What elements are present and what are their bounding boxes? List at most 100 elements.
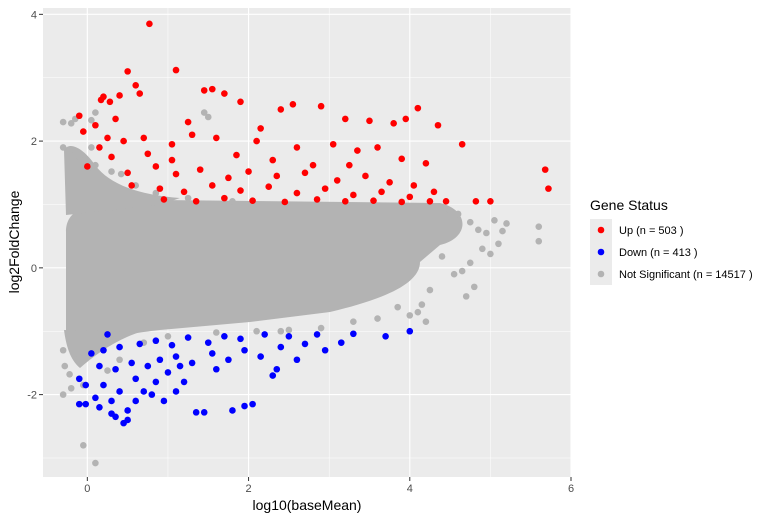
up-point — [221, 90, 228, 97]
ns-point — [59, 118, 67, 126]
up-point — [124, 169, 131, 177]
up-point — [108, 153, 115, 161]
down-point — [406, 327, 414, 335]
down-point — [108, 397, 115, 405]
down-point — [112, 365, 119, 373]
down-point — [88, 350, 95, 357]
up-point — [96, 144, 103, 151]
ns-point — [104, 367, 111, 374]
up-point — [487, 198, 494, 205]
up-point — [370, 197, 377, 204]
up-point — [269, 156, 277, 164]
down-point — [293, 356, 301, 364]
down-point — [75, 400, 83, 408]
down-point — [208, 350, 216, 357]
up-point — [128, 182, 135, 189]
ns-point — [446, 207, 454, 215]
up-point — [140, 134, 148, 142]
down-point — [168, 341, 176, 349]
ns-point — [75, 354, 83, 362]
up-point — [366, 117, 373, 125]
ns-point — [204, 113, 212, 121]
up-point — [541, 166, 549, 173]
down-point — [164, 369, 172, 376]
x-tick-label: 0 — [84, 483, 90, 495]
up-point — [97, 96, 105, 104]
legend-title: Gene Status — [590, 197, 668, 213]
up-point — [434, 121, 442, 129]
down-point — [237, 335, 244, 343]
up-point — [422, 159, 430, 167]
up-point — [184, 118, 192, 126]
ns-point — [200, 109, 208, 116]
ns-point — [88, 144, 95, 151]
up-point — [196, 166, 204, 173]
up-point — [362, 172, 369, 180]
up-point — [402, 115, 410, 123]
up-point — [426, 198, 434, 205]
ns-point — [66, 371, 73, 378]
up-point — [414, 104, 422, 112]
up-point — [253, 137, 260, 145]
up-point — [146, 20, 153, 28]
legend: Gene Status Up (n = 503 ) Down (n = 413 … — [590, 197, 753, 285]
up-point — [156, 185, 164, 192]
ns-point — [503, 220, 510, 227]
ns-point — [418, 301, 426, 308]
up-point — [341, 198, 349, 205]
down-point — [382, 333, 389, 340]
down-point — [337, 339, 345, 346]
up-point — [329, 140, 337, 148]
down-point — [261, 331, 268, 338]
ns-point — [277, 327, 285, 335]
down-point — [160, 397, 168, 405]
legend-key-down — [597, 248, 605, 256]
ns-point — [108, 168, 115, 175]
up-point — [472, 198, 480, 205]
y-tick-label: 4 — [31, 9, 37, 21]
up-point — [545, 185, 552, 192]
ns-point — [116, 356, 123, 364]
up-point — [192, 198, 200, 205]
down-regulated-points — [75, 327, 414, 427]
ns-point — [88, 116, 95, 124]
up-point — [321, 185, 329, 192]
ns-point — [458, 267, 466, 275]
down-point — [148, 391, 156, 398]
ns-point — [59, 144, 67, 151]
ns-point — [59, 346, 67, 354]
up-point — [458, 140, 466, 148]
down-point — [144, 362, 152, 370]
down-point — [184, 334, 192, 341]
ns-point — [491, 217, 498, 224]
legend-label-up: Up (n = 503 ) — [619, 225, 684, 237]
down-point — [140, 388, 148, 395]
up-point — [213, 134, 220, 142]
down-point — [172, 353, 180, 360]
x-axis-ticks: 0 2 4 6 — [84, 477, 574, 495]
up-point — [281, 198, 289, 206]
up-point — [112, 115, 119, 123]
ns-point — [438, 253, 446, 260]
ns-point — [430, 204, 438, 211]
up-point — [257, 125, 264, 132]
up-point — [249, 197, 256, 204]
up-point — [160, 196, 168, 203]
down-point — [221, 333, 228, 340]
ns-point — [75, 153, 83, 161]
down-point — [124, 407, 131, 414]
up-point — [152, 163, 160, 170]
ns-point — [479, 245, 486, 253]
up-point — [80, 128, 87, 135]
ns-point — [483, 229, 490, 237]
down-point — [128, 359, 135, 367]
up-point — [390, 120, 397, 127]
up-point — [188, 131, 196, 139]
ns-point — [426, 286, 434, 294]
ns-point — [422, 318, 430, 326]
down-point — [180, 378, 188, 386]
up-point — [313, 196, 321, 203]
ns-point — [470, 283, 478, 291]
down-point — [96, 403, 103, 411]
up-point — [200, 87, 208, 94]
